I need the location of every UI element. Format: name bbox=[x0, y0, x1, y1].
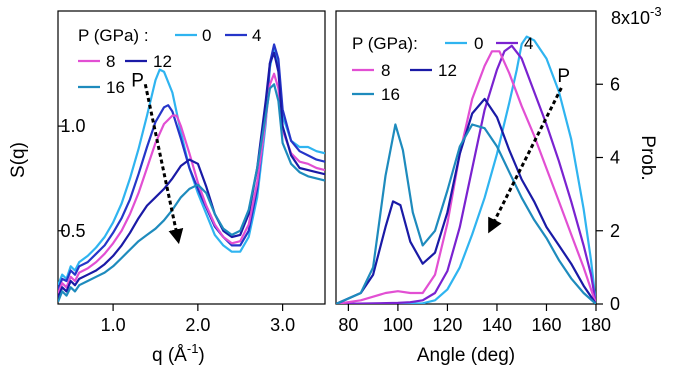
sq-legend-label-8: 8 bbox=[106, 52, 115, 71]
angle-y-tick-label: 2 bbox=[610, 221, 620, 241]
angle-series-group bbox=[336, 35, 596, 304]
angle-legend-label-4: 4 bbox=[524, 34, 533, 53]
angle-y-axis-label: Prob. bbox=[637, 135, 658, 180]
angle-x-tick-label: 140 bbox=[482, 315, 512, 335]
sq-series-12 bbox=[58, 51, 325, 299]
sq-series-4 bbox=[58, 43, 325, 290]
angle-legend-label-12: 12 bbox=[438, 61, 457, 80]
angle-y-tick-label: 0 bbox=[610, 294, 620, 314]
angle-y-tick-label: 6 bbox=[610, 74, 620, 94]
angle-legend-title: P (GPa): bbox=[352, 34, 418, 53]
sq-legend-label-12: 12 bbox=[153, 52, 172, 71]
sq-series-16 bbox=[58, 83, 325, 303]
sq-series-group bbox=[58, 43, 325, 303]
sq-x-axis: 1.0 2.0 3.0 bbox=[101, 304, 295, 335]
angle-x-axis-label: Angle (deg) bbox=[417, 345, 515, 366]
angle-y-top-label: 8x10-3 bbox=[611, 4, 662, 28]
angle-x-tick-label: 180 bbox=[581, 315, 611, 335]
sq-series-0 bbox=[58, 45, 325, 286]
angle-legend-label-8: 8 bbox=[381, 61, 390, 80]
angle-series-4 bbox=[336, 44, 596, 304]
sq-y-axis: 0.5 1.0 bbox=[58, 116, 86, 241]
angle-x-tick-label: 120 bbox=[432, 315, 462, 335]
angle-series-16 bbox=[336, 123, 596, 304]
angle-y-axis: 0 2 4 6 bbox=[596, 74, 620, 314]
sq-legend-title: P (GPa) : bbox=[78, 26, 149, 45]
sq-pressure-arrow-label: P bbox=[131, 70, 144, 91]
sq-legend-label-4: 4 bbox=[252, 26, 261, 45]
angle-x-axis: 80 100 120 140 160 180 bbox=[338, 304, 611, 335]
angle-legend-label-16: 16 bbox=[381, 85, 400, 104]
sq-series-8 bbox=[58, 72, 325, 294]
angle-legend-label-0: 0 bbox=[474, 34, 483, 53]
sq-x-tick-label: 2.0 bbox=[185, 315, 210, 335]
sq-pressure-arrow bbox=[143, 83, 184, 245]
sq-x-axis-label: q (Å-1) bbox=[152, 341, 205, 366]
angle-x-tick-label: 100 bbox=[383, 315, 413, 335]
sq-y-axis-label: S(q) bbox=[8, 142, 29, 178]
sq-y-tick-label: 1.0 bbox=[60, 116, 85, 136]
sq-x-tick-label: 1.0 bbox=[101, 315, 126, 335]
sq-y-tick-label: 0.5 bbox=[60, 221, 85, 241]
angle-pressure-arrow bbox=[488, 87, 563, 234]
sq-chart: 1.0 2.0 3.0 0.5 1.0 q (Å-1) S(q) P (GPa) : … bbox=[8, 10, 326, 366]
sq-plot-frame bbox=[57, 10, 326, 305]
angle-legend: P (GPa): 0 4 8 12 16 bbox=[352, 34, 533, 104]
angle-x-tick-label: 80 bbox=[338, 315, 358, 335]
angle-x-tick-label: 160 bbox=[531, 315, 561, 335]
angle-pressure-arrow-label: P bbox=[557, 66, 570, 87]
sq-x-tick-label: 3.0 bbox=[270, 315, 295, 335]
sq-legend-label-16: 16 bbox=[106, 78, 125, 97]
sq-legend-label-0: 0 bbox=[202, 26, 211, 45]
angle-y-tick-label: 4 bbox=[610, 148, 620, 168]
sq-legend: P (GPa) : 0 4 8 12 16 bbox=[78, 26, 261, 97]
angle-series-8 bbox=[336, 50, 596, 304]
